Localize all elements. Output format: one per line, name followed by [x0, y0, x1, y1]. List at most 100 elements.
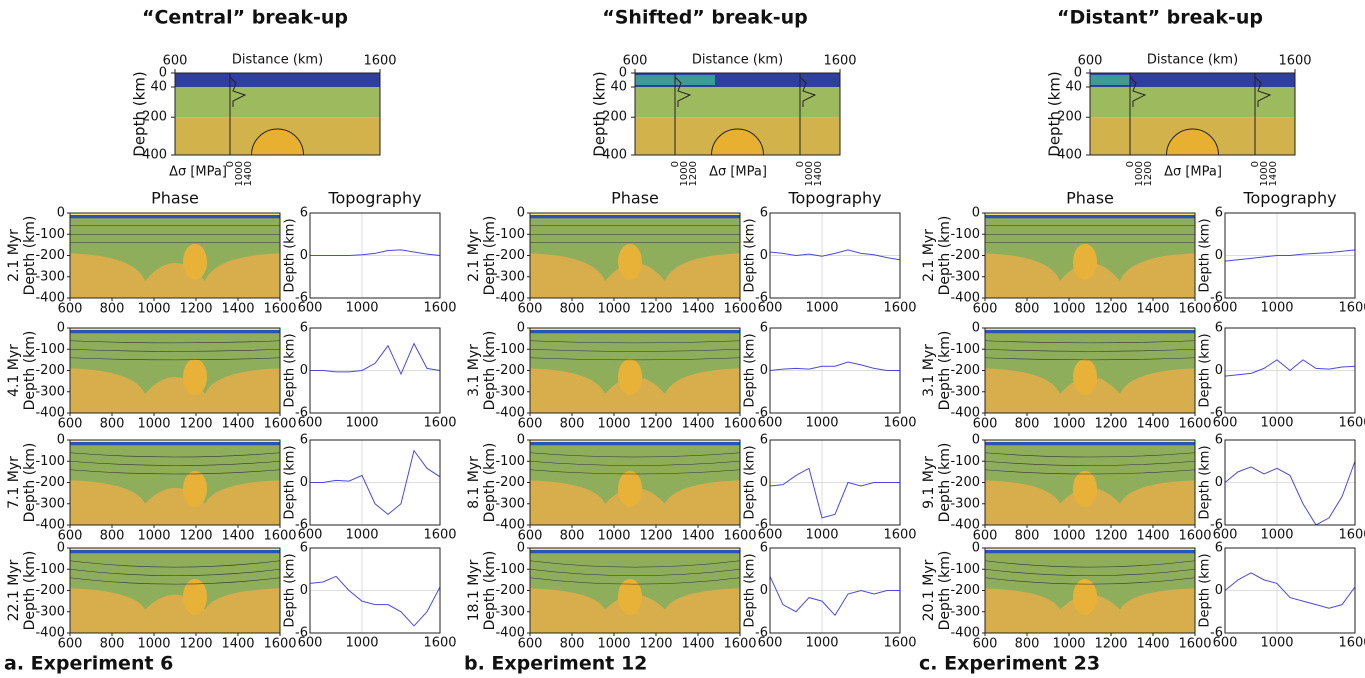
experiment-label: c. Experiment 23	[919, 653, 1100, 675]
stress-tick-label: 1000	[1134, 161, 1145, 186]
phase-y-tick-label: -100	[950, 454, 980, 469]
topo-frame	[1224, 439, 1356, 526]
phase-crust	[530, 213, 740, 219]
topo-y-tick-label: -6	[295, 626, 308, 641]
phase-y-tick-label: -400	[950, 518, 980, 533]
topo-y-tick-label: 0	[760, 248, 768, 263]
topo-y-tick-label: -6	[755, 406, 768, 421]
setup-x-label: Distance (km)	[232, 53, 323, 68]
setup-x-tick-label: 600	[163, 54, 188, 69]
isotherm	[69, 560, 281, 568]
phase-crust	[985, 328, 1195, 334]
topo-frame	[769, 212, 901, 299]
topo-y-tick-label: 6	[1215, 433, 1223, 448]
phase-x-tick-label: 600	[518, 529, 543, 544]
phase-y-tick-label: -400	[495, 291, 525, 306]
phase-x-tick-label: 800	[100, 637, 125, 652]
stress-tick-label: 0	[1125, 161, 1136, 167]
topo-frame	[1224, 212, 1356, 299]
topo-y-tick-label: 0	[760, 583, 768, 598]
phase-plume	[183, 578, 207, 615]
phase-y-tick-label: -100	[35, 562, 65, 577]
isotherm	[529, 568, 741, 576]
phase-x-tick-label: 1200	[639, 637, 672, 652]
isotherm	[984, 348, 1196, 352]
phase-title: Phase	[611, 189, 659, 208]
topo-x-tick-label: 1000	[345, 416, 378, 431]
topo-frame	[309, 327, 441, 414]
topo-x-tick-label: 600	[758, 636, 783, 651]
topography-line	[1224, 572, 1356, 609]
phase-y-tick-label: 0	[517, 321, 525, 336]
setup-x-label: Distance (km)	[1147, 53, 1238, 68]
topo-y-label: Depth (km)	[743, 333, 758, 407]
phase-x-tick-label: 800	[560, 302, 585, 317]
phase-x-tick-label: 600	[973, 302, 998, 317]
phase-y-tick-label: -100	[950, 342, 980, 357]
phase-y-tick-label: -200	[35, 363, 65, 378]
phase-y-label: Depth (km)	[22, 551, 38, 631]
topo-x-tick-label: 1000	[805, 636, 838, 651]
isotherm	[529, 348, 741, 352]
stress-tick-label: 0	[225, 161, 236, 167]
phase-x-tick-label: 1200	[639, 302, 672, 317]
phase-y-tick-label: -200	[950, 363, 980, 378]
isotherm	[69, 568, 281, 576]
topo-y-tick-label: 0	[300, 583, 308, 598]
setup-y-tick-label: 400	[602, 148, 627, 163]
topo-x-tick-label: 1000	[805, 301, 838, 316]
isotherm	[529, 469, 741, 475]
phase-y-tick-label: -100	[950, 562, 980, 577]
stress-label: Δσ [MPa]	[169, 165, 227, 180]
setup-x-tick-label: 1600	[363, 54, 396, 69]
topo-y-tick-label: 0	[1215, 475, 1223, 490]
phase-y-tick-label: -100	[35, 342, 65, 357]
phase-lithosphere	[70, 333, 280, 394]
phase-title: Phase	[151, 189, 199, 208]
topo-y-tick-label: -6	[295, 291, 308, 306]
topo-y-label: Depth (km)	[283, 333, 298, 407]
phase-x-tick-label: 1000	[1052, 637, 1085, 652]
phase-y-tick-label: 0	[57, 541, 65, 556]
phase-y-tick-label: -300	[950, 604, 980, 619]
phase-x-tick-label: 1600	[723, 529, 756, 544]
plume	[710, 128, 765, 156]
isotherm	[984, 340, 1196, 344]
phase-y-tick-label: -200	[35, 248, 65, 263]
lithosphere-layer	[175, 87, 380, 118]
setup-y-tick-label: 200	[602, 110, 627, 125]
topo-y-label: Depth (km)	[283, 553, 298, 627]
crust-layer	[1090, 73, 1295, 87]
isotherm	[984, 452, 1196, 458]
weak-crust	[1090, 75, 1130, 85]
phase-y-tick-label: -300	[495, 496, 525, 511]
topography-line	[769, 576, 900, 617]
stress-profile	[674, 73, 692, 155]
stress-label: Δσ [MPa]	[709, 165, 767, 180]
setup-y-tick-label: 200	[142, 110, 167, 125]
phase-y-tick-label: -400	[950, 406, 980, 421]
topo-frame	[769, 439, 901, 526]
topo-y-tick-label: 6	[760, 433, 768, 448]
topo-y-tick-label: -6	[1210, 291, 1223, 306]
setup-x-tick-label: 600	[623, 54, 648, 69]
topo-x-tick-label: 1600	[883, 636, 916, 651]
isotherm	[529, 460, 741, 466]
phase-y-tick-label: 0	[517, 541, 525, 556]
phase-y-tick-label: -300	[495, 269, 525, 284]
isotherm	[69, 340, 281, 344]
phase-x-tick-label: 1000	[597, 637, 630, 652]
topo-y-label: Depth (km)	[1198, 333, 1213, 407]
plume	[1165, 128, 1220, 156]
phase-y-tick-label: -400	[35, 518, 65, 533]
phase-plume	[618, 578, 642, 615]
topo-y-tick-label: -6	[755, 626, 768, 641]
phase-y-tick-label: 0	[972, 206, 980, 221]
phase-plume	[183, 243, 207, 280]
phase-x-tick-label: 600	[58, 417, 83, 432]
topo-y-tick-label: 0	[300, 475, 308, 490]
topo-y-tick-label: 6	[1215, 541, 1223, 556]
phase-x-tick-label: 800	[1015, 529, 1040, 544]
topo-x-tick-label: 1000	[1260, 301, 1293, 316]
phase-plume	[618, 470, 642, 507]
